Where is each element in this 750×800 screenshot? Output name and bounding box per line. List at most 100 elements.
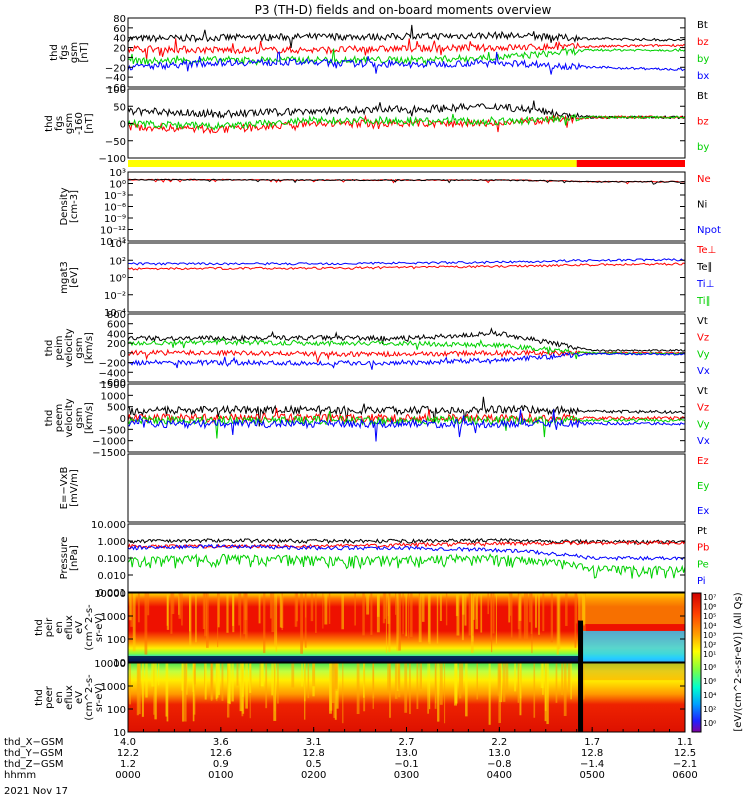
temperature-ytick-label: 10⁰ [109,274,126,285]
electron-spectrogram-streak [533,663,536,718]
fgs-hpf-series-by [127,113,686,131]
electron-spectrogram-streak [145,663,148,698]
ion-velocity-ytick-label: 400 [107,329,126,340]
electron-spectrogram-streak [239,663,243,712]
ion-spectrogram-streak [410,593,413,638]
ion-spectrogram-streak [304,593,307,648]
ion-spectrogram-streak [395,593,397,615]
ion-spectrogram-ytick-label: 1000 [101,612,126,623]
ion-spectrogram-ylabel: eflux [64,615,75,640]
ion-spectrogram-streak [322,593,324,629]
electron-spectrogram-streak [372,663,375,699]
ion-spectrogram-ytick-label: 10000 [94,589,126,600]
electron-spectrogram-streak [439,663,443,705]
temperature-ytick-label: 10⁴ [109,239,126,250]
ion-spectrogram-streak [202,593,205,630]
ion-spectrogram-streak [490,593,492,642]
colorbar-tick-bottom: 10⁴ [703,691,716,700]
ion-spectrogram-streak [245,593,248,641]
density-ytick-label: 10⁻¹² [100,226,126,237]
fgs-ytick-label: 20 [113,44,126,55]
electron-velocity-ytick-label: 1500 [101,380,126,391]
electron-spectrogram-streak [204,663,207,700]
temperature-series-Ti⊥ [127,258,686,266]
colorbar-tick-top: 10⁷ [703,593,716,602]
ion-spectrogram-streak [130,593,133,627]
electron-spectrogram-streak [192,663,195,722]
electron-velocity-ylabel: peem [54,404,65,432]
x-row-value: −2.1 [673,759,697,770]
electron-spectrogram-streak [497,663,499,696]
ion-spectrogram-streak [473,593,475,620]
electron-spectrogram-streak [461,663,464,692]
electron-spectrogram-streak [505,663,509,691]
ion-velocity-series-Vy [127,337,686,360]
pressure-ytick-label: 0.010 [97,571,126,582]
temperature-plot-area [128,243,685,312]
colorbar-tick-top: 10³ [703,631,716,640]
electron-spectrogram-streak [514,663,517,692]
x-row-value: 0100 [208,770,233,781]
electron-spectrogram-streak [301,663,303,687]
efield-plot-area [128,454,685,522]
colorbar-frame [691,592,702,733]
temperature-ytick-label: 10⁻² [104,291,126,302]
electron-spectrogram-streak [182,663,184,722]
electron-spectrogram-streak [151,663,155,687]
electron-spectrogram-streak [166,663,169,722]
density-ytick-label: 10⁻⁹ [104,214,126,225]
ion-spectrogram-streak [542,593,545,632]
electron-spectrogram-streak [136,663,139,716]
electron-spectrogram-streak [544,663,547,722]
ion-spectrogram-ylabel: eV [74,621,85,634]
electron-spectrogram-streak [277,663,279,704]
electron-spectrogram-streak [356,663,360,714]
flag-segment [576,160,685,167]
x-row-label: thd_Z−GSM [4,759,64,770]
ion-velocity-legend-Vt: Vt [697,316,708,327]
electron-spectrogram-streak [416,663,419,710]
fgs-hpf-legend-bz: bz [697,117,709,128]
electron-spectrogram-streak [260,663,263,687]
efield-ylabel: [mV/m] [69,469,80,507]
colorbar-tick-top: 10⁵ [703,612,716,621]
x-row-value: 0300 [394,770,419,781]
ion-spectrogram-streak [480,593,483,633]
electron-spectrogram-ytick-label: 10 [113,728,126,739]
electron-spectrogram-streak [459,663,462,699]
fgs-ytick-label: 60 [113,24,126,35]
ion-velocity-ytick-label: 800 [107,310,126,321]
ion-spectrogram-streak [405,593,407,637]
electron-spectrogram-streak [153,663,155,715]
ion-spectrogram-streak [376,593,380,633]
ion-velocity-ylabel: [km/s] [84,332,95,364]
ion-velocity-frame [127,313,686,383]
fgs-series-by [127,46,686,67]
fgs-series-bz [127,38,686,61]
ion-spectrogram-streak [137,593,140,623]
panel-temperature: 10⁴ 10² 10⁰ 10⁻² 10⁻⁴ mgat3 [eV] Te⊥ Te∥ Ti⊥ Ti∥ [59,239,716,319]
x-row-value: 0500 [579,770,604,781]
ion-velocity-legend-Vx: Vx [697,366,710,377]
ion-velocity-ytick-label: 200 [107,339,126,350]
ion-spectrogram-streak [171,593,175,615]
electron-velocity-series-Vt [127,396,686,427]
electron-spectrogram-streak [217,663,220,695]
ion-spectrogram-streak [508,593,512,616]
density-series-Ni [127,178,686,185]
colorbar-tick-bottom: 10⁸ [703,663,716,672]
fgs-hpf-ytick-label: 50 [113,102,126,113]
electron-spectrogram-ytick-label: 1000 [101,682,126,693]
electron-spectrogram-ylabel: sr-eV) [94,683,105,712]
temperature-legend-Te⊥: Te⊥ [696,245,716,256]
ion-spectrogram-streak [206,593,209,648]
ion-spectrogram-streak [144,593,148,655]
temperature-legend-Ti∥: Ti∥ [696,296,711,307]
colorbar-tick-bottom: 10⁰ [703,719,716,728]
panel-ion-spectrogram: 10000 1000 100 10 thd peir en eflux eV (cm^2-s-sr… [34,589,686,669]
electron-spectrogram-streak [291,663,295,688]
electron-velocity-ytick-label: 500 [107,403,126,414]
